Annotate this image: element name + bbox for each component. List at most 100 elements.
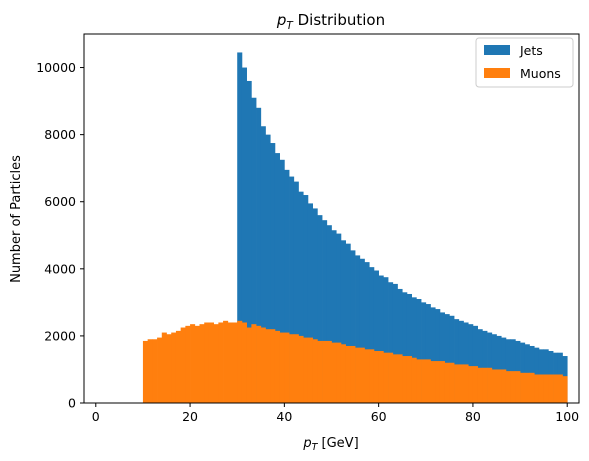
y-axis-ticks: 0 2000 4000 6000 8000 10000 xyxy=(36,60,84,411)
y-axis-label: Number of Particles xyxy=(9,155,24,283)
bar-jets xyxy=(322,220,328,403)
bar-muons xyxy=(454,364,460,403)
bar-jets xyxy=(406,293,412,403)
bar-jets xyxy=(279,159,285,403)
bar-jets xyxy=(326,225,332,403)
bar-muons xyxy=(482,367,488,403)
bar-jets xyxy=(265,134,271,404)
bar-muons xyxy=(322,340,328,403)
bar-muons xyxy=(411,357,417,403)
bar-muons xyxy=(227,322,233,403)
bar-muons xyxy=(520,372,526,403)
bar-muons xyxy=(213,324,219,403)
bar-jets xyxy=(430,307,436,403)
y-tick-label: 8000 xyxy=(44,127,76,142)
x-tick-label: 80 xyxy=(465,409,481,424)
bar-muons xyxy=(331,342,337,403)
bar-muons xyxy=(232,322,238,403)
bar-muons xyxy=(171,332,177,403)
bar-muons xyxy=(397,354,403,403)
bar-jets xyxy=(284,169,290,403)
x-tick-label: 100 xyxy=(555,409,579,424)
chart-title-main: p xyxy=(276,11,287,29)
bar-muons xyxy=(350,345,356,403)
bar-jets xyxy=(246,80,252,404)
bar-jets xyxy=(237,52,243,403)
bar-muons xyxy=(463,364,469,403)
bar-muons xyxy=(340,344,346,403)
bar-jets xyxy=(397,288,403,403)
bar-muons xyxy=(161,332,167,403)
bar-jets xyxy=(303,195,309,403)
bar-jets xyxy=(345,243,351,403)
bar-jets xyxy=(241,67,247,403)
bar-muons xyxy=(388,352,394,403)
bar-muons xyxy=(175,330,181,403)
bar-jets xyxy=(270,143,276,404)
bar-muons xyxy=(279,332,285,403)
bar-jets xyxy=(491,334,497,403)
legend-swatch-muons xyxy=(484,68,510,78)
bar-muons xyxy=(383,352,389,403)
bar-muons xyxy=(336,342,342,403)
bar-muons xyxy=(260,327,266,403)
bar-muons xyxy=(246,327,252,403)
bar-muons xyxy=(326,340,332,403)
x-tick-label: 20 xyxy=(182,409,198,424)
bar-jets xyxy=(312,208,318,403)
x-axis-ticks: 0 20 40 60 80 100 xyxy=(92,403,579,424)
bar-muons xyxy=(406,356,412,403)
bar-jets xyxy=(373,270,379,403)
bar-jets xyxy=(298,191,304,403)
y-tick-label: 2000 xyxy=(44,328,76,343)
plot-frame xyxy=(83,33,580,404)
bar-muons xyxy=(557,374,563,403)
bar-muons xyxy=(270,329,276,403)
bar-muons xyxy=(425,359,431,403)
bar-muons xyxy=(256,325,262,403)
bar-muons xyxy=(491,369,497,403)
y-tick-label: 6000 xyxy=(44,194,76,209)
bar-muons xyxy=(416,359,422,403)
bar-jets xyxy=(463,322,469,403)
bar-jets xyxy=(402,292,408,403)
bar-jets xyxy=(364,262,370,403)
bar-muons xyxy=(185,325,191,403)
bar-muons xyxy=(284,332,290,403)
bar-jets xyxy=(392,283,398,403)
bar-muons xyxy=(152,339,158,403)
bar-muons xyxy=(218,322,224,403)
bar-muons xyxy=(265,329,271,403)
y-tick-label: 0 xyxy=(68,396,76,411)
bar-muons xyxy=(237,320,243,403)
bar-jets xyxy=(411,297,417,403)
bar-jets xyxy=(336,233,342,403)
bar-muons xyxy=(199,324,205,403)
bar-muons xyxy=(487,367,493,403)
bar-jets xyxy=(317,215,323,403)
legend-swatch-jets xyxy=(484,45,510,55)
bar-muons xyxy=(472,366,478,403)
bar-jets xyxy=(383,277,389,403)
bar-muons xyxy=(505,371,511,403)
bar-jets xyxy=(458,320,464,403)
bar-muons xyxy=(392,354,398,403)
bar-muons xyxy=(190,324,196,403)
bar-muons xyxy=(251,324,257,403)
x-tick-label: 60 xyxy=(371,409,387,424)
bar-muons xyxy=(317,340,323,403)
bar-jets xyxy=(289,176,295,403)
x-tick-label: 0 xyxy=(92,409,100,424)
bar-jets xyxy=(482,330,488,403)
bar-muons xyxy=(369,349,375,403)
bar-muons xyxy=(538,374,544,403)
bar-muons xyxy=(307,337,313,403)
legend-label-muons: Muons xyxy=(520,66,561,81)
bar-muons xyxy=(477,367,483,403)
bar-muons xyxy=(298,335,304,403)
bar-jets xyxy=(359,258,365,403)
bar-muons xyxy=(548,374,554,403)
y-tick-label: 4000 xyxy=(44,261,76,276)
bar-muons xyxy=(529,372,535,403)
bar-muons xyxy=(439,361,445,403)
